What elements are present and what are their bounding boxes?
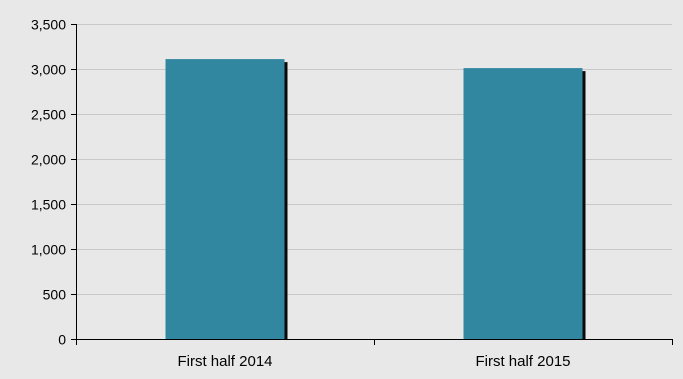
x-tick-label: First half 2014 <box>177 353 272 370</box>
x-tick-label: First half 2015 <box>475 353 570 370</box>
bar <box>463 68 583 339</box>
y-tick-label: 1,500 <box>31 197 66 213</box>
y-tick-label: 3,000 <box>31 62 66 78</box>
y-tick-label: 2,000 <box>31 152 66 168</box>
y-tick-label: 2,500 <box>31 107 66 123</box>
tick-labels: 0 500 1,000 1,500 2,000 2,500 3,000 3,500 First … <box>31 17 571 371</box>
y-tick-label: 0 <box>58 332 66 348</box>
bar <box>165 59 285 339</box>
axes <box>71 24 673 345</box>
y-tick-label: 1,000 <box>31 242 66 258</box>
y-tick-label: 3,500 <box>31 17 66 33</box>
bars <box>165 59 586 339</box>
y-tick-label: 500 <box>43 287 67 303</box>
